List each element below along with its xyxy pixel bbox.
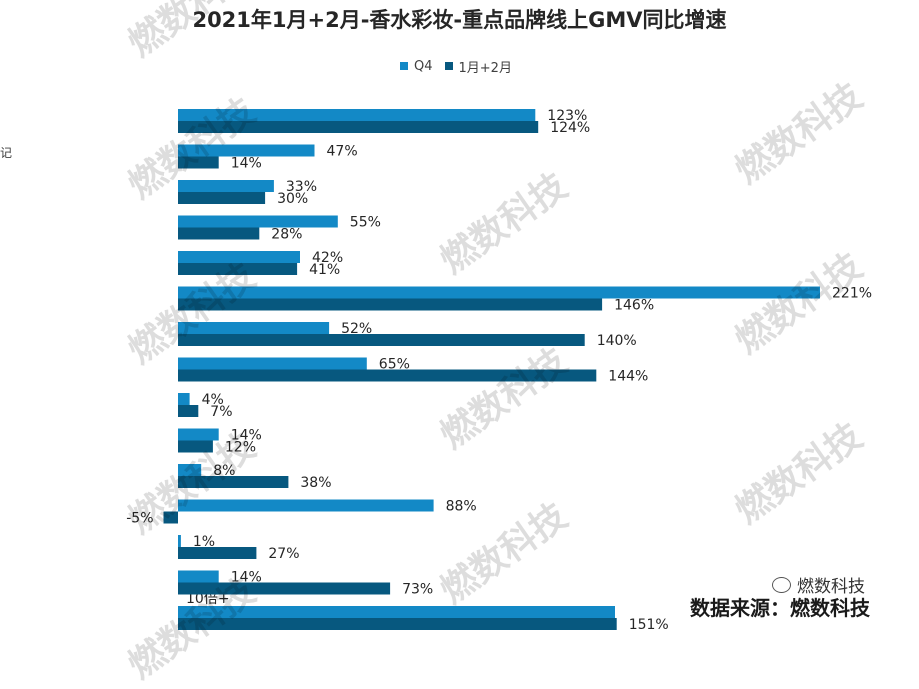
data-label-jan-feb-6: 140% [597,333,637,349]
bar-jan-feb-5 [178,298,603,311]
bar-q4-8 [178,393,190,405]
bar-q4-10 [178,464,202,476]
bar-q4-4 [178,251,300,263]
data-label-jan-feb-14: 151% [629,617,669,630]
bar-jan-feb-11 [163,511,178,524]
legend-label-q4: Q4 [414,58,433,74]
bar-jan-feb-10 [178,476,289,488]
data-label-q4-10: 8% [213,463,235,479]
bar-jan-feb-1 [178,156,219,169]
data-label-q4-7: 65% [379,357,410,373]
legend-label-jan-feb: 1月+2月 [458,60,512,76]
data-label-jan-feb-9: 12% [225,440,256,456]
bar-jan-feb-3 [178,227,260,240]
data-label-jan-feb-13: 73% [402,582,433,598]
source-note: 数据来源：燃数科技 [690,596,870,620]
data-label-q4-1: 47% [327,144,358,160]
data-label-jan-feb-11: -5% [126,511,153,527]
data-label-jan-feb-7: 144% [608,369,648,385]
data-label-jan-feb-1: 14% [231,156,262,172]
data-label-jan-feb-5: 146% [614,298,654,314]
bar-q4-13 [178,570,219,583]
bar-jan-feb-2 [178,192,266,204]
bar-q4-0 [178,109,536,121]
wechat-account-name: 燃数科技 [797,577,865,597]
bar-q4-9 [178,428,219,441]
bar-jan-feb-8 [178,405,199,417]
data-label-jan-feb-8: 7% [210,404,232,420]
bar-jan-feb-4 [178,263,298,275]
bar-q4-2 [178,180,274,192]
data-label-q4-5: 221% [832,286,872,302]
chart-title: 2021年1月+2月-香水彩妆-重点品牌线上GMV同比增速 [192,8,727,32]
bar-q4-14 [178,606,615,618]
bar-q4-6 [178,322,330,334]
data-label-jan-feb-0: 124% [550,120,590,136]
data-label-jan-feb-2: 30% [277,191,308,207]
bar-q4-7 [178,357,367,370]
legend: Q4 1月+2月 [400,57,524,76]
legend-item-jan-feb: 1月+2月 [444,57,512,76]
bar-jan-feb-7 [178,369,597,382]
bar-jan-feb-14 [178,618,617,630]
legend-item-q4: Q4 [400,59,433,74]
bar-jan-feb-12 [178,547,257,559]
bar-q4-1 [178,144,315,157]
data-label-q4-9: 14% [231,428,262,444]
data-label-q4-4: 42% [312,250,343,266]
data-label-jan-feb-10: 38% [300,475,331,491]
bar-jan-feb-13 [178,582,391,595]
wechat-account: 燃数科技 [772,572,865,597]
data-label-q4-11: 88% [446,499,477,515]
bar-q4-5 [178,286,820,299]
legend-swatch-q4 [400,62,408,70]
data-label-jan-feb-3: 28% [271,227,302,243]
legend-swatch-jan-feb [444,62,453,70]
data-label-jan-feb-12: 27% [268,546,299,562]
bar-q4-12 [178,535,181,547]
wechat-icon [772,576,791,593]
category-label-partial: 记 [0,146,13,160]
data-label-q4-14: 10倍+ [186,591,230,607]
bar-jan-feb-6 [178,334,585,346]
data-label-q4-8: 4% [202,392,224,408]
data-label-q4-2: 33% [286,179,317,195]
data-label-q4-13: 14% [231,570,262,586]
data-label-q4-6: 52% [341,321,372,337]
bar-q4-3 [178,215,338,228]
data-label-jan-feb-4: 41% [309,262,340,278]
bar-jan-feb-0 [178,121,539,133]
bar-jan-feb-9 [178,440,213,453]
data-label-q4-3: 55% [350,215,381,231]
data-label-q4-12: 1% [193,534,215,550]
bar-chart: 123% 47% 33% 55% 42% 221% 52% 65% 4% 14% 8% 88% 1% 14… [126,108,872,630]
data-label-q4-0: 123% [547,108,587,124]
bar-q4-11 [178,499,434,512]
